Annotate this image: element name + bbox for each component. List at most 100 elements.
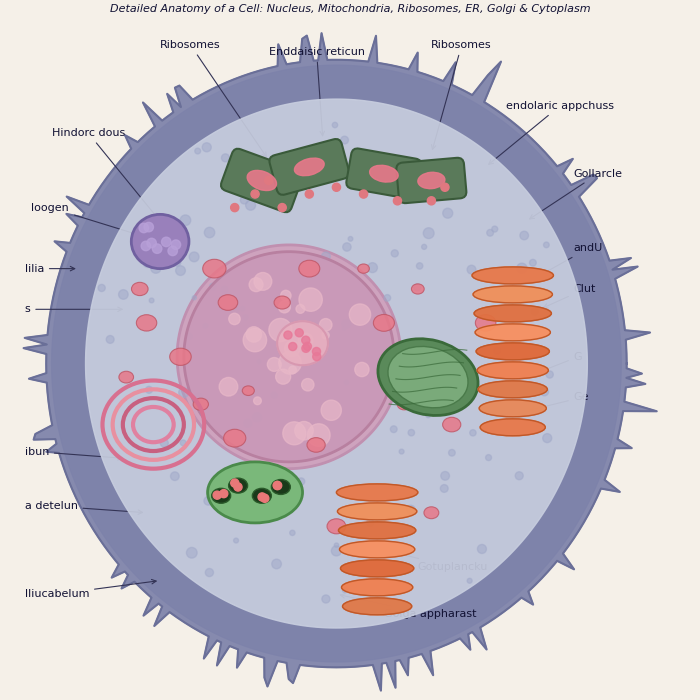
Circle shape xyxy=(144,223,153,232)
Circle shape xyxy=(477,545,486,554)
Ellipse shape xyxy=(480,419,545,436)
Ellipse shape xyxy=(307,438,326,452)
Circle shape xyxy=(180,215,190,225)
Circle shape xyxy=(298,478,304,485)
Ellipse shape xyxy=(193,398,209,410)
Circle shape xyxy=(515,472,523,480)
Circle shape xyxy=(240,196,248,204)
Circle shape xyxy=(281,290,291,301)
Text: s: s xyxy=(25,304,122,314)
Circle shape xyxy=(395,355,401,360)
Circle shape xyxy=(290,530,295,536)
Ellipse shape xyxy=(473,286,552,303)
Circle shape xyxy=(276,369,290,384)
Circle shape xyxy=(342,319,351,328)
Circle shape xyxy=(251,190,259,198)
Circle shape xyxy=(141,241,150,251)
Circle shape xyxy=(531,308,538,315)
FancyBboxPatch shape xyxy=(396,158,466,203)
Ellipse shape xyxy=(208,462,302,523)
Circle shape xyxy=(244,419,252,428)
Polygon shape xyxy=(85,99,587,628)
FancyBboxPatch shape xyxy=(221,148,302,212)
Circle shape xyxy=(540,388,549,395)
Circle shape xyxy=(442,208,453,218)
Circle shape xyxy=(342,587,347,593)
Circle shape xyxy=(150,263,161,273)
Circle shape xyxy=(424,228,434,239)
Circle shape xyxy=(257,359,261,363)
Circle shape xyxy=(386,179,390,183)
Circle shape xyxy=(312,347,321,356)
Circle shape xyxy=(299,288,322,312)
Circle shape xyxy=(272,559,281,569)
Circle shape xyxy=(414,284,421,291)
Ellipse shape xyxy=(339,522,416,539)
Text: lliucabelum: lliucabelum xyxy=(25,580,156,599)
Circle shape xyxy=(348,237,353,242)
Ellipse shape xyxy=(247,170,276,190)
Circle shape xyxy=(98,284,105,291)
Polygon shape xyxy=(24,33,657,691)
Circle shape xyxy=(349,304,370,326)
Circle shape xyxy=(271,392,277,398)
Ellipse shape xyxy=(295,158,324,176)
Circle shape xyxy=(278,204,286,211)
Ellipse shape xyxy=(337,484,418,501)
Circle shape xyxy=(384,295,391,301)
Ellipse shape xyxy=(272,480,290,494)
Circle shape xyxy=(302,379,314,391)
Ellipse shape xyxy=(373,314,394,331)
Circle shape xyxy=(258,493,266,501)
Circle shape xyxy=(344,380,349,385)
Circle shape xyxy=(416,262,423,269)
Circle shape xyxy=(432,168,441,176)
Circle shape xyxy=(231,479,239,487)
Text: andU: andU xyxy=(543,244,603,274)
Ellipse shape xyxy=(223,429,246,447)
Circle shape xyxy=(221,154,230,162)
Circle shape xyxy=(467,578,472,583)
Circle shape xyxy=(322,595,330,603)
Text: Clut: Clut xyxy=(543,284,596,308)
Circle shape xyxy=(203,323,208,328)
Circle shape xyxy=(243,315,248,320)
Ellipse shape xyxy=(480,400,546,416)
Ellipse shape xyxy=(474,305,552,322)
Ellipse shape xyxy=(211,489,231,503)
Ellipse shape xyxy=(132,214,189,269)
FancyBboxPatch shape xyxy=(346,148,421,199)
Ellipse shape xyxy=(476,343,550,360)
Title: Detailed Anatomy of a Cell: Nucleus, Mitochondria, Ribosomes, ER, Golgi & Cytopl: Detailed Anatomy of a Cell: Nucleus, Mit… xyxy=(110,4,590,14)
Circle shape xyxy=(186,547,197,558)
Text: Ge: Ge xyxy=(530,393,589,411)
Circle shape xyxy=(319,318,332,331)
Circle shape xyxy=(153,244,162,253)
Circle shape xyxy=(360,190,368,198)
Circle shape xyxy=(195,148,201,154)
Circle shape xyxy=(407,505,415,514)
Circle shape xyxy=(147,238,156,248)
Circle shape xyxy=(265,176,273,185)
Ellipse shape xyxy=(327,519,346,534)
Circle shape xyxy=(391,426,397,433)
Circle shape xyxy=(302,344,310,352)
Circle shape xyxy=(277,333,286,342)
Circle shape xyxy=(171,240,181,249)
Circle shape xyxy=(285,341,300,356)
Circle shape xyxy=(162,237,171,246)
Circle shape xyxy=(213,491,221,499)
Circle shape xyxy=(273,482,281,489)
Circle shape xyxy=(391,250,398,257)
Circle shape xyxy=(239,498,243,503)
Text: endolaric appchuss: endolaric appchuss xyxy=(489,101,614,164)
Ellipse shape xyxy=(397,398,412,410)
Circle shape xyxy=(240,307,245,311)
Circle shape xyxy=(355,363,369,377)
Circle shape xyxy=(302,336,310,344)
Ellipse shape xyxy=(169,348,191,365)
Circle shape xyxy=(467,265,476,274)
Circle shape xyxy=(542,433,552,442)
Text: Enddaisic reticun: Enddaisic reticun xyxy=(269,47,365,136)
Circle shape xyxy=(168,246,177,256)
